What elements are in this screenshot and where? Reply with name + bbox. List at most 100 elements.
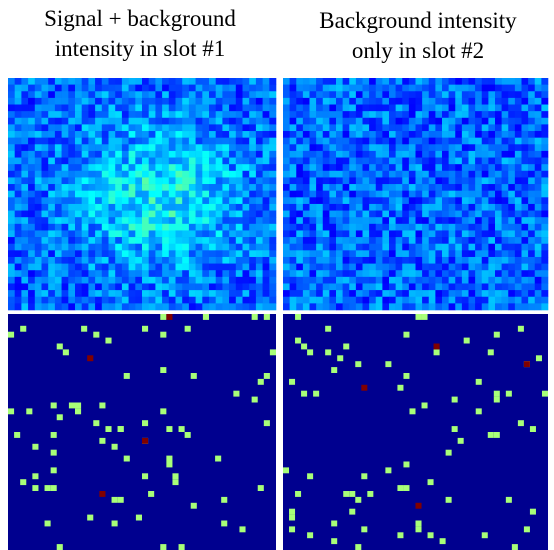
pixel <box>475 190 483 198</box>
pixel <box>309 296 317 304</box>
pixel <box>296 217 304 225</box>
pixel <box>209 104 216 112</box>
pixel <box>229 217 237 225</box>
pixel <box>162 157 170 165</box>
pixel <box>168 263 176 271</box>
pixel <box>382 250 390 258</box>
pixel <box>296 150 304 158</box>
pixel <box>155 270 163 278</box>
pixel <box>255 144 263 152</box>
pixel <box>75 104 82 112</box>
pixel <box>95 250 103 258</box>
pixel <box>461 164 469 172</box>
pixel <box>14 270 22 278</box>
pixel <box>415 91 423 99</box>
pixel <box>48 84 56 92</box>
pixel <box>209 150 216 158</box>
pixel <box>375 91 383 99</box>
pixel <box>514 250 522 258</box>
pixel <box>121 276 129 284</box>
pixel <box>135 144 143 152</box>
pixel <box>242 230 250 238</box>
pixel <box>81 217 89 225</box>
pixel <box>108 197 116 205</box>
pixel <box>382 124 390 132</box>
pixel <box>455 223 463 231</box>
pixel <box>375 283 383 291</box>
pixel <box>495 111 502 119</box>
pixel <box>495 164 502 172</box>
pixel <box>209 97 216 105</box>
pixel <box>495 104 502 112</box>
pixel <box>336 131 343 138</box>
pixel <box>283 296 290 304</box>
pixel <box>534 104 542 112</box>
pixel <box>402 190 410 198</box>
pixel <box>14 230 22 238</box>
pixel <box>296 124 304 132</box>
pixel <box>21 243 29 251</box>
pixel <box>75 170 82 178</box>
pixel <box>422 131 430 138</box>
pixel <box>428 170 436 178</box>
pixel <box>162 263 170 271</box>
pixel <box>95 210 103 218</box>
pixel <box>195 97 203 105</box>
pixel <box>162 164 170 172</box>
pixel <box>255 250 263 258</box>
pixel <box>375 164 383 172</box>
pixel <box>342 157 350 165</box>
pixel <box>475 177 483 185</box>
pixel <box>402 303 410 311</box>
panel-background <box>283 314 548 550</box>
pixel <box>81 184 89 191</box>
pixel <box>528 131 536 138</box>
pixel <box>81 237 89 245</box>
pixel <box>435 210 443 218</box>
pixel <box>34 256 42 264</box>
pixel <box>521 131 529 138</box>
pixel <box>521 230 529 238</box>
pixel <box>128 263 136 271</box>
pixel <box>68 303 76 311</box>
pixel <box>215 177 223 185</box>
pixel <box>88 237 96 245</box>
pixel <box>88 250 96 258</box>
pixel <box>81 124 89 132</box>
pixel <box>349 296 357 304</box>
pixel <box>283 184 290 191</box>
pixel <box>541 97 549 105</box>
pixel <box>222 144 230 152</box>
pixel <box>135 217 143 225</box>
pixel <box>88 184 96 191</box>
pixel <box>369 296 377 304</box>
pixel <box>289 263 297 271</box>
pixel <box>41 290 49 298</box>
pixel <box>422 144 430 152</box>
pixel <box>322 170 330 178</box>
pixel <box>54 190 62 198</box>
pixel <box>508 177 516 185</box>
pixel <box>521 263 529 271</box>
pixel <box>316 296 324 304</box>
pixel <box>209 217 216 225</box>
pixel <box>422 250 430 258</box>
pixel <box>188 296 196 304</box>
pixel <box>115 78 123 85</box>
hot-pixel <box>87 355 94 362</box>
pixel <box>101 104 109 112</box>
pixel <box>514 97 522 105</box>
pixel <box>369 144 377 152</box>
pixel <box>115 197 123 205</box>
pixel <box>355 223 363 231</box>
pixel <box>202 296 210 304</box>
pixel <box>408 276 416 284</box>
pixel <box>175 263 183 271</box>
pixel <box>428 256 436 264</box>
pixel <box>242 164 250 172</box>
pixel <box>188 91 196 99</box>
hit-pixel <box>56 544 63 550</box>
pixel <box>81 144 89 152</box>
pixel <box>302 124 310 132</box>
pixel <box>508 237 516 245</box>
